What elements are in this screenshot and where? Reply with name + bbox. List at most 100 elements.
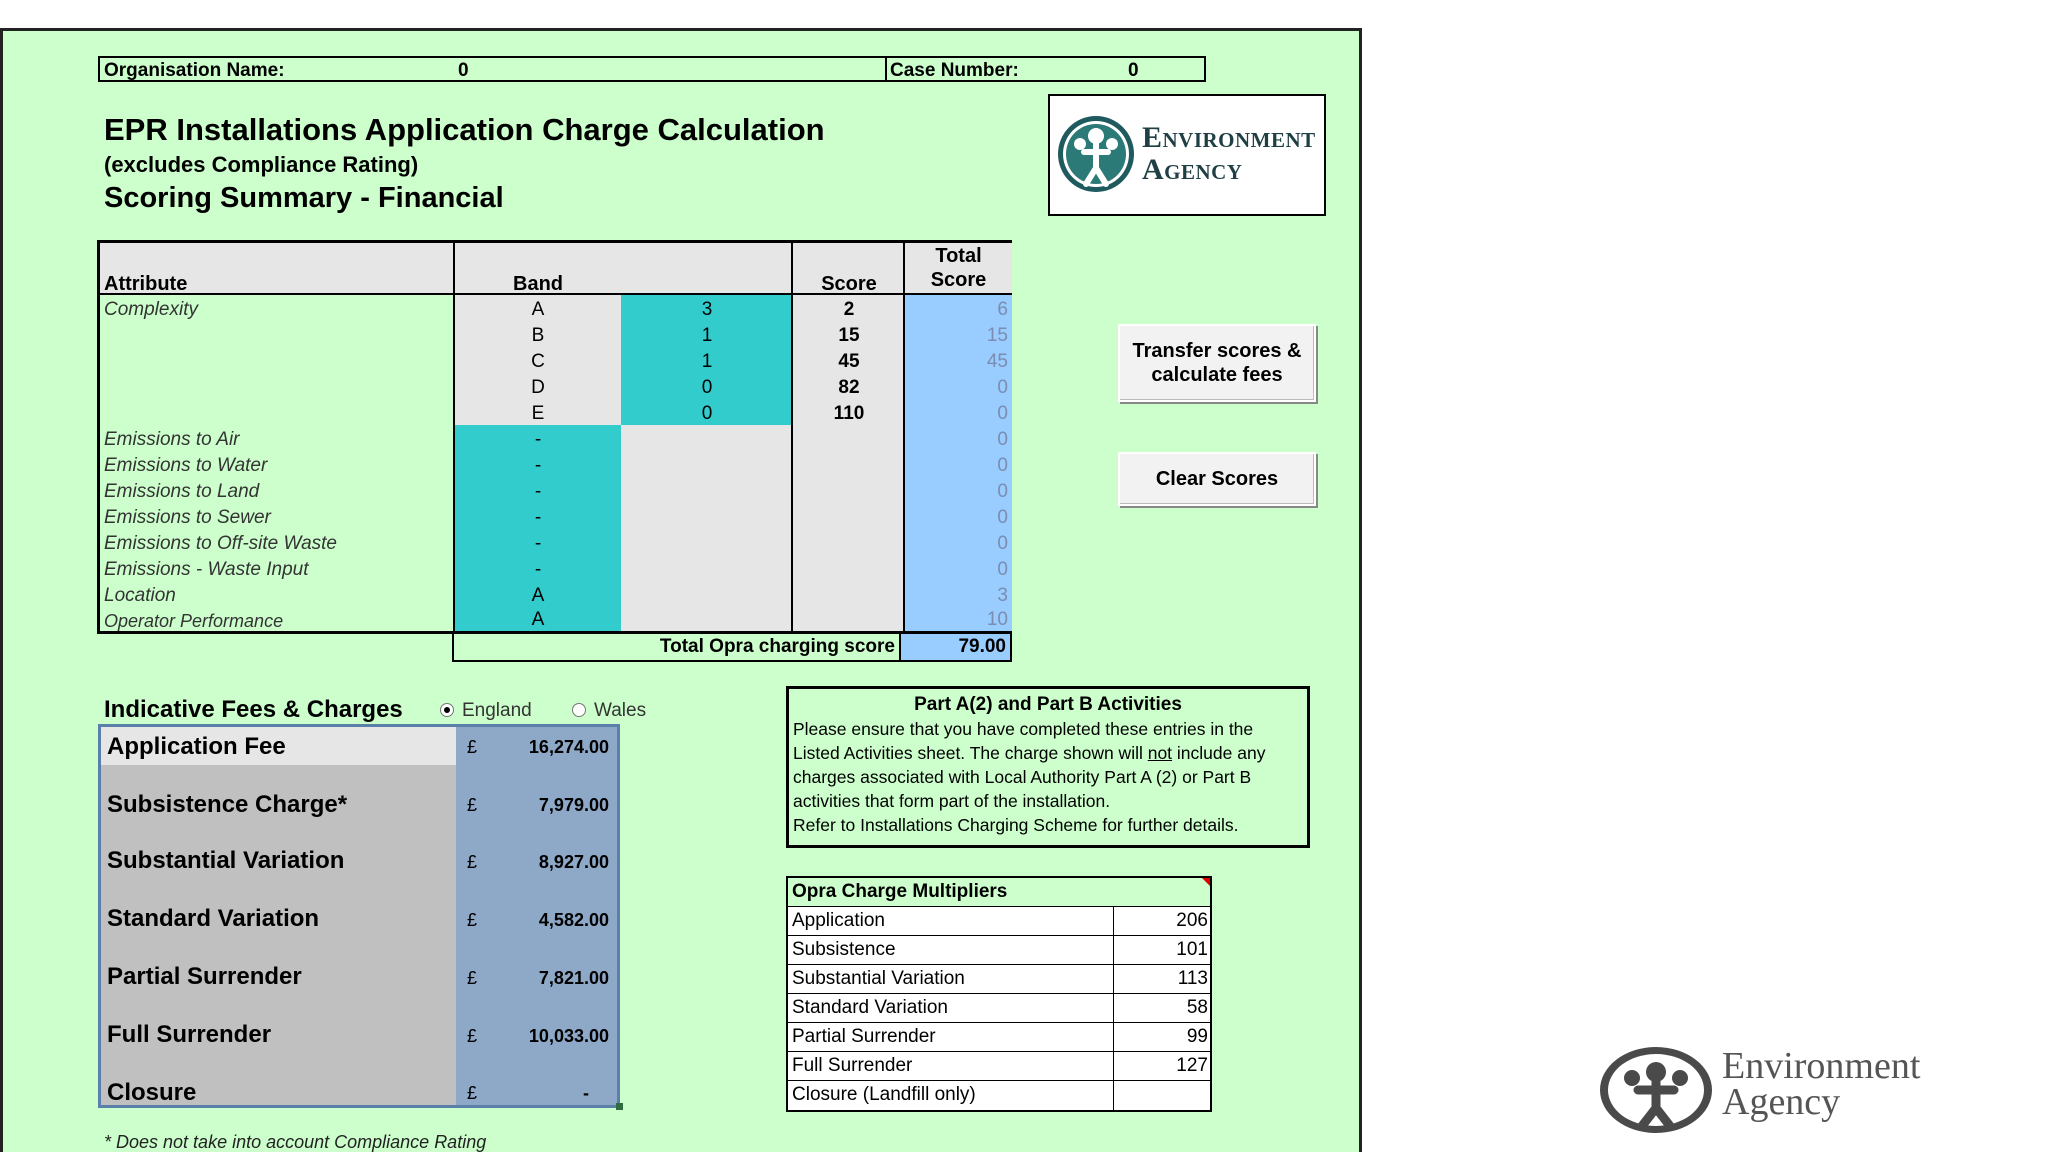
band-emissions-air[interactable]: - xyxy=(534,429,542,450)
fee-currency-closure: £ xyxy=(467,1083,478,1103)
footer-logo: Environment Agency xyxy=(1598,1044,2018,1136)
attribute-emissions-sewer: Emissions to Sewer xyxy=(104,507,271,528)
fee-value-partial-surrender: 7,821.00 xyxy=(538,968,609,988)
band-emissions-waste-input[interactable]: - xyxy=(534,559,542,580)
scoring-table: Attribute Band Score Total Score Complex… xyxy=(97,240,1012,634)
total-c: 45 xyxy=(986,351,1008,372)
score-b: 15 xyxy=(838,325,860,346)
attribute-complexity: Complexity xyxy=(104,299,198,320)
multiplier-row: Standard Variation 58 xyxy=(788,993,1210,1022)
total-a: 6 xyxy=(997,299,1008,320)
wales-label: Wales xyxy=(594,700,647,721)
part-a-notice: Part A(2) and Part B Activities Please e… xyxy=(786,686,1310,848)
band-emissions-land[interactable]: - xyxy=(534,481,542,502)
attribute-emissions-waste-input: Emissions - Waste Input xyxy=(104,559,309,580)
multiplier-row: Subsistence 101 xyxy=(788,935,1210,964)
header-score: Score xyxy=(821,273,877,295)
fee-value-application: 16,274.00 xyxy=(528,737,609,757)
total-emissions-sewer: 0 xyxy=(997,507,1008,528)
page-subtitle: (excludes Compliance Rating) xyxy=(104,152,419,177)
attribute-emissions-air: Emissions to Air xyxy=(104,429,240,450)
page-title: EPR Installations Application Charge Cal… xyxy=(104,112,825,147)
qty-d[interactable]: 0 xyxy=(701,377,713,398)
wales-radio[interactable] xyxy=(572,703,586,717)
opra-multipliers-table: Opra Charge Multipliers Application 206 S… xyxy=(786,876,1212,1112)
multiplier-row: Substantial Variation 113 xyxy=(788,964,1210,993)
total-emissions-waste-input: 0 xyxy=(997,559,1008,580)
header-attribute: Attribute xyxy=(104,273,188,295)
transfer-scores-label-1: Transfer scores & xyxy=(1132,340,1302,362)
part-a-line-5: Refer to Installations Charging Scheme f… xyxy=(793,815,1239,835)
attribute-location: Location xyxy=(104,585,176,606)
qty-e[interactable]: 0 xyxy=(701,403,713,424)
header-bar: Organisation Name: 0 Case Number: 0 xyxy=(98,56,1206,82)
multiplier-row: Partial Surrender 99 xyxy=(788,1022,1210,1051)
total-emissions-air: 0 xyxy=(997,429,1008,450)
band-emissions-sewer[interactable]: - xyxy=(534,507,542,528)
fee-value-closure: - xyxy=(583,1083,589,1103)
fee-currency-full-surrender: £ xyxy=(467,1026,478,1046)
band-emissions-water[interactable]: - xyxy=(534,455,542,476)
band-location[interactable]: A xyxy=(531,585,545,606)
organisation-name-value[interactable]: 0 xyxy=(458,60,469,81)
fee-currency-partial-surrender: £ xyxy=(467,968,478,988)
band-operator-performance[interactable]: A xyxy=(531,609,545,630)
band-emissions-offsite-waste[interactable]: - xyxy=(534,533,542,554)
score-d: 82 xyxy=(838,377,860,398)
clear-scores-button[interactable]: Clear Scores xyxy=(1118,452,1316,506)
header-band: Band xyxy=(513,273,563,295)
attribute-operator-performance: Operator Performance xyxy=(104,611,284,631)
total-emissions-land: 0 xyxy=(997,481,1008,502)
fee-label-substantial-variation: Substantial Variation xyxy=(107,847,345,874)
band-b: B xyxy=(531,325,545,346)
total-emissions-offsite-waste: 0 xyxy=(997,533,1008,554)
qty-b[interactable]: 1 xyxy=(701,325,713,346)
score-c: 45 xyxy=(838,351,860,372)
fee-currency-standard-variation: £ xyxy=(467,910,478,930)
transfer-scores-button[interactable]: Transfer scores & calculate fees xyxy=(1118,324,1316,402)
part-a-line-4: activities that form part of the install… xyxy=(793,791,1111,811)
fee-value-full-surrender: 10,033.00 xyxy=(528,1026,609,1046)
total-emissions-water: 0 xyxy=(997,455,1008,476)
england-label: England xyxy=(462,700,532,721)
attribute-emissions-land: Emissions to Land xyxy=(104,481,260,502)
multiplier-row: Full Surrender 127 xyxy=(788,1051,1210,1080)
fees-heading: Indicative Fees & Charges xyxy=(104,696,403,723)
attribute-emissions-offsite-waste: Emissions to Off-site Waste xyxy=(104,533,337,554)
multiplier-row: Closure (Landfill only) xyxy=(788,1080,1210,1110)
header-total-2: Score xyxy=(930,269,987,291)
attribute-emissions-water: Emissions to Water xyxy=(104,455,268,476)
qty-a[interactable]: 3 xyxy=(701,299,713,320)
fee-label-full-surrender: Full Surrender xyxy=(107,1021,272,1048)
tree-person-icon xyxy=(1600,1047,1712,1133)
band-e: E xyxy=(531,403,545,424)
case-number-label: Case Number: xyxy=(890,60,1019,81)
fee-currency-substantial-variation: £ xyxy=(467,852,478,872)
comment-indicator[interactable] xyxy=(1202,878,1210,886)
footer-logo-line-1: Environment xyxy=(1722,1045,1921,1087)
part-a-line-1: Please ensure that you have completed th… xyxy=(793,719,1254,739)
total-e: 0 xyxy=(997,403,1008,424)
total-b: 15 xyxy=(986,325,1008,346)
multipliers-title: Opra Charge Multipliers xyxy=(788,878,1210,906)
part-a-title: Part A(2) and Part B Activities xyxy=(914,694,1182,715)
fee-label-subsistence: Subsistence Charge* xyxy=(107,791,348,818)
total-operator-performance: 10 xyxy=(986,609,1008,630)
case-number-value[interactable]: 0 xyxy=(1128,60,1139,81)
total-opra-value: 79.00 xyxy=(901,634,1010,660)
total-d: 0 xyxy=(997,377,1008,398)
transfer-scores-label-2: calculate fees xyxy=(1151,364,1283,386)
qty-c[interactable]: 1 xyxy=(701,351,713,372)
fee-label-application: Application Fee xyxy=(107,733,286,760)
band-d: D xyxy=(531,377,545,398)
footer-logo-line-2: Agency xyxy=(1722,1081,1841,1123)
part-a-line-3: charges associated with Local Authority … xyxy=(793,767,1252,787)
multiplier-row: Application 206 xyxy=(788,906,1210,935)
england-radio[interactable] xyxy=(440,703,454,717)
logo-line-2: Agency xyxy=(1142,153,1243,186)
total-location: 3 xyxy=(997,585,1008,606)
fee-currency-application: £ xyxy=(467,737,478,757)
selection-handle[interactable] xyxy=(616,1103,623,1110)
organisation-name-label: Organisation Name: xyxy=(104,60,285,81)
fees-footnote: * Does not take into account Compliance … xyxy=(104,1132,487,1152)
